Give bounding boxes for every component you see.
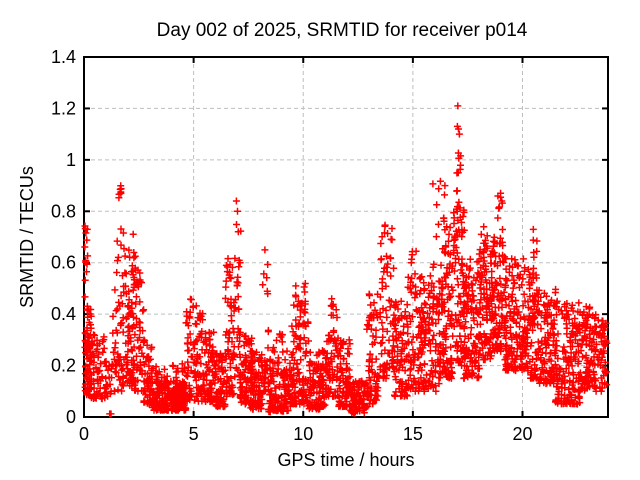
y-tick-label: 1.2 (51, 98, 76, 118)
scatter-markers (81, 102, 611, 418)
y-tick-label: 1 (66, 150, 76, 170)
x-axis-label: GPS time / hours (277, 450, 414, 470)
x-tick-labels: 0 5 10 15 20 (79, 424, 533, 444)
y-tick-label: 1.4 (51, 47, 76, 67)
y-tick-labels: 0 0.2 0.4 0.6 0.8 1 1.2 1.4 (51, 47, 76, 427)
y-tick-label: 0 (66, 407, 76, 427)
x-tick-label: 20 (512, 424, 532, 444)
x-tick-label: 0 (79, 424, 89, 444)
axis-ticks (83, 56, 608, 418)
y-tick-label: 0.2 (51, 356, 76, 376)
plot-border (83, 56, 609, 418)
y-tick-label: 0.4 (51, 304, 76, 324)
x-tick-label: 10 (293, 424, 313, 444)
x-tick-label: 15 (403, 424, 423, 444)
y-axis-label: SRMTID / TECUs (17, 166, 37, 308)
y-tick-label: 0.8 (51, 201, 76, 221)
chart-title: Day 002 of 2025, SRMTID for receiver p01… (157, 20, 528, 41)
y-tick-label: 0.6 (51, 253, 76, 273)
x-tick-label: 5 (189, 424, 199, 444)
data-points (81, 102, 611, 418)
